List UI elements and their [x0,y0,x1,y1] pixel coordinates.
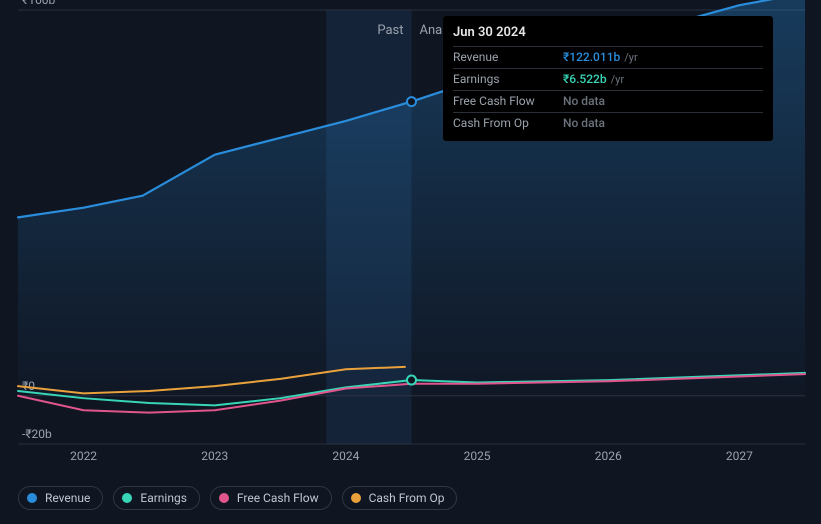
legend-item[interactable]: Cash From Op [342,486,458,510]
x-axis-tick-label: 2023 [201,449,228,463]
legend-item[interactable]: Free Cash Flow [210,486,332,510]
legend-item[interactable]: Revenue [18,486,103,510]
section-label-past: Past [377,23,403,38]
tooltip-row-label: Free Cash Flow [453,93,563,110]
tooltip-row: Revenue₹122.011b/yr [453,46,763,68]
x-axis-tick-label: 2027 [726,449,753,463]
x-axis-tick-label: 2024 [332,449,359,463]
x-axis-tick-label: 2025 [464,449,491,463]
y-axis-tick-label: ₹160b [22,0,55,7]
tooltip-row: Earnings₹6.522b/yr [453,68,763,90]
legend-swatch [351,493,361,503]
tooltip-row-value: No data [563,115,605,132]
series-marker [407,376,416,385]
tooltip-row-value: No data [563,93,605,110]
legend-swatch [219,493,229,503]
tooltip-row: Free Cash FlowNo data [453,90,763,112]
legend-label: Revenue [45,491,90,505]
tooltip-row-value: ₹6.522b [563,71,607,88]
tooltip-row-label: Cash From Op [453,115,563,132]
legend-swatch [122,493,132,503]
legend-label: Cash From Op [369,491,445,505]
tooltip-date: Jun 30 2024 [453,24,763,42]
tooltip-row: Cash From OpNo data [453,112,763,134]
tooltip-row-label: Earnings [453,71,563,88]
y-axis-tick-label: -₹20b [22,427,52,441]
legend-item[interactable]: Earnings [113,486,200,510]
tooltip-row-label: Revenue [453,49,563,66]
tooltip-row-unit: /yr [624,50,637,65]
series-marker [407,97,416,106]
tooltip-row-value: ₹122.011b [563,49,620,66]
tooltip-row-unit: /yr [611,72,624,87]
x-axis-tick-label: 2022 [70,449,97,463]
chart-tooltip: Jun 30 2024 Revenue₹122.011b/yrEarnings₹… [443,16,773,141]
chart-legend: Revenue Earnings Free Cash Flow Cash From O… [18,486,457,510]
legend-label: Free Cash Flow [237,491,319,505]
legend-label: Earnings [140,491,187,505]
legend-swatch [27,493,37,503]
x-axis-tick-label: 2026 [595,449,622,463]
earnings-revenue-chart: ₹160b₹0-₹20b202220232024202520262027Past… [0,0,821,524]
